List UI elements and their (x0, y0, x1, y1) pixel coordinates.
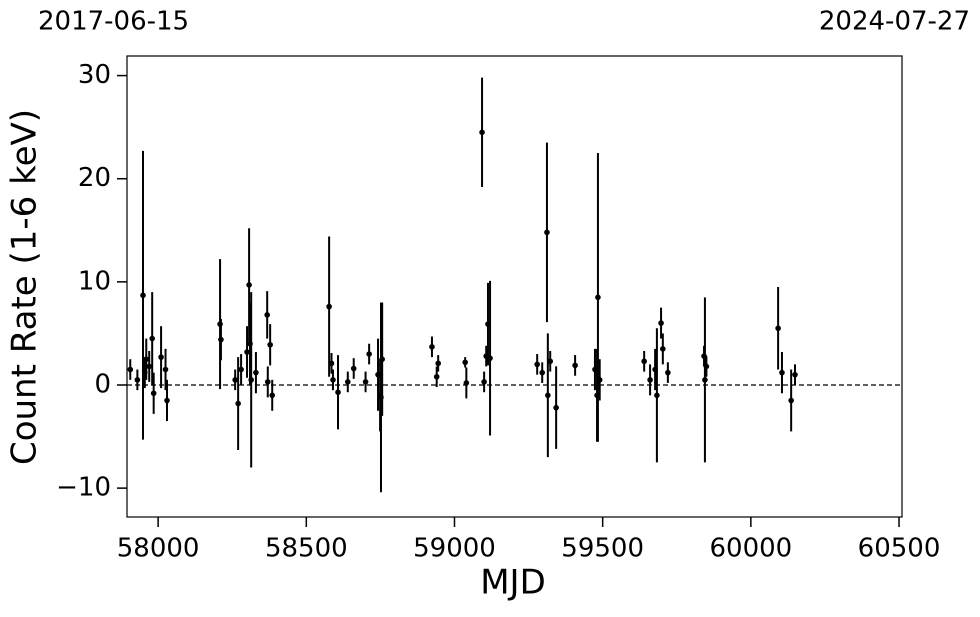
end-date: 2024-07-27 (819, 7, 970, 37)
data-point (539, 369, 546, 376)
data-point (328, 360, 335, 367)
data-point (366, 351, 372, 357)
data-point (479, 129, 485, 136)
data-point (218, 336, 224, 343)
data-point (269, 392, 276, 399)
data-point (330, 377, 336, 383)
y-tick-label: 10 (78, 266, 111, 296)
data-point (350, 365, 357, 372)
data-point (665, 369, 671, 376)
data-point (547, 358, 554, 365)
data-point (235, 400, 241, 407)
x-tick-label: 60000 (709, 534, 792, 564)
data-point (150, 390, 157, 397)
data-point (127, 366, 134, 373)
x-tick-label: 58500 (265, 534, 348, 564)
data-point (134, 377, 141, 383)
x-tick-label: 59000 (413, 534, 496, 564)
data-point (641, 358, 647, 365)
data-point (553, 404, 559, 411)
data-point (246, 282, 252, 288)
data-point (792, 371, 798, 378)
y-tick-label: 0 (94, 369, 111, 399)
data-point (140, 292, 146, 299)
data-point (158, 354, 164, 360)
data-point (658, 320, 664, 326)
data-point (379, 356, 385, 363)
data-point (149, 335, 155, 342)
data-point (164, 397, 170, 404)
data-point (344, 379, 351, 385)
x-tick-label: 58000 (117, 534, 200, 564)
x-tick-label: 59500 (561, 534, 644, 564)
data-point (244, 349, 250, 355)
data-point (362, 379, 369, 385)
x-axis-label: MJD (480, 563, 546, 603)
data-point (703, 363, 710, 370)
data-point (544, 229, 550, 236)
data-point (435, 360, 441, 367)
data-point (487, 355, 493, 361)
data-point (429, 344, 435, 350)
data-point (702, 377, 708, 383)
data-point (595, 294, 601, 301)
data-point (654, 392, 660, 399)
data-point (253, 369, 259, 376)
data-point (335, 389, 341, 396)
data-point (162, 366, 169, 373)
data-point (596, 377, 603, 383)
data-point (481, 379, 487, 385)
y-tick-label: 30 (78, 60, 111, 90)
data-point (788, 397, 794, 404)
y-axis-label: Count Rate (1-6 keV) (5, 109, 45, 465)
data-point (264, 312, 270, 318)
data-point (238, 366, 244, 373)
data-point (264, 379, 271, 385)
data-point (572, 362, 578, 369)
y-tick-label: 20 (78, 163, 111, 193)
data-point (462, 359, 468, 366)
data-point (433, 373, 440, 380)
start-date: 2017-06-15 (38, 7, 189, 37)
data-point (267, 341, 273, 348)
plot-frame (126, 55, 903, 518)
data-point (463, 380, 470, 386)
data-point (779, 369, 785, 376)
y-tick-label: −10 (56, 473, 111, 503)
data-point (775, 325, 781, 332)
data-point (326, 303, 332, 310)
data-point (647, 377, 653, 383)
data-point (545, 392, 551, 399)
data-point (232, 377, 238, 383)
data-point (660, 346, 666, 352)
data-point (248, 377, 254, 383)
data-point (143, 356, 150, 363)
data-point (146, 363, 153, 370)
x-tick-label: 60500 (858, 534, 941, 564)
data-point (534, 361, 540, 368)
